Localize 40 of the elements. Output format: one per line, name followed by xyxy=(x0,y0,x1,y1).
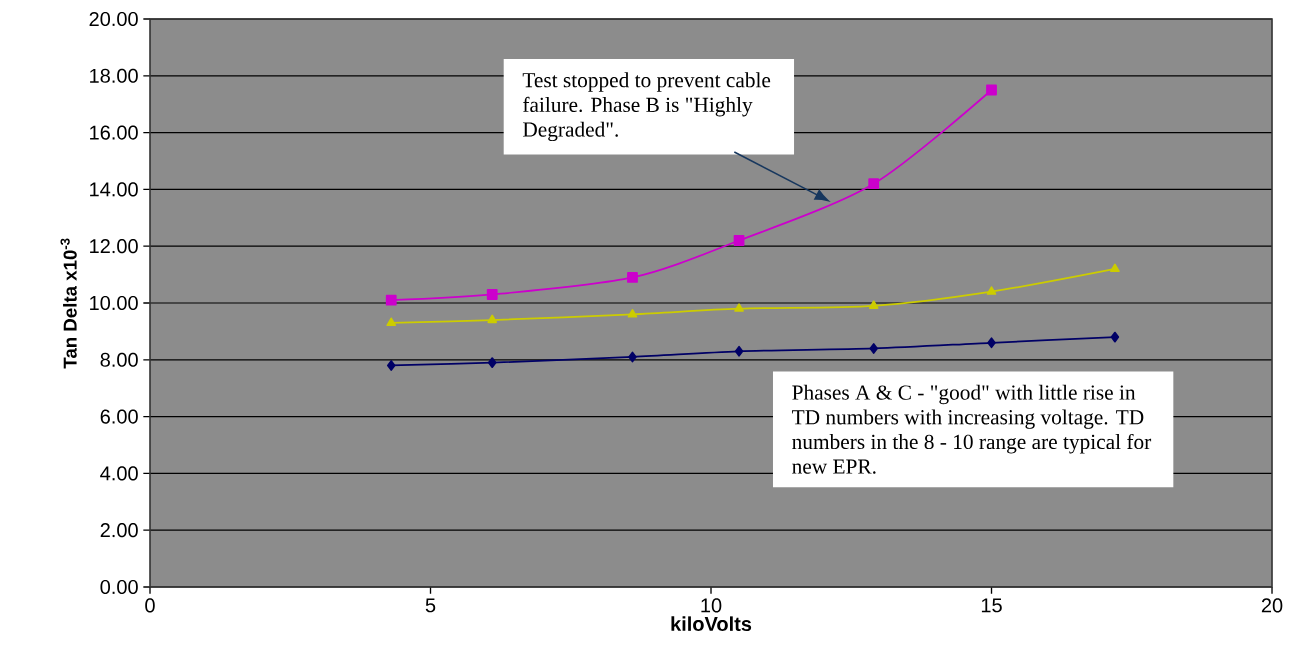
y-tick-label: 16.00 xyxy=(90,125,138,140)
point xyxy=(385,294,397,306)
point xyxy=(1110,263,1120,273)
point xyxy=(628,351,637,363)
y-tick-label: 4.00 xyxy=(100,466,138,481)
x-tick-label: 5 xyxy=(425,598,436,613)
x-axis-title: kiloVolts xyxy=(671,616,752,632)
point xyxy=(986,84,997,96)
x-tick-label: 15 xyxy=(981,598,1002,613)
y-tick-label: 20.00 xyxy=(89,11,138,27)
x-tick-label: 0 xyxy=(145,598,155,613)
point xyxy=(486,289,498,300)
x-tick-label: 10 xyxy=(701,598,722,613)
point xyxy=(869,343,878,354)
point xyxy=(734,345,744,357)
y-tick-label: 0.00 xyxy=(100,579,138,595)
y-tick-label: 18.00 xyxy=(90,68,138,83)
y-tick-label: 2.00 xyxy=(100,523,138,538)
point xyxy=(734,303,744,312)
point xyxy=(868,178,880,190)
point xyxy=(986,286,997,295)
point xyxy=(627,308,638,318)
point xyxy=(1110,331,1120,343)
point xyxy=(987,337,996,349)
y-tick-label: 10.00 xyxy=(90,295,138,311)
point xyxy=(868,300,879,309)
annotation: Phases A & C - "good" with little rise in TD numbers with increasing voltage. TD numbers in the 8 - 10 range are typical for new EPR. xyxy=(792,384,1152,474)
y-axis-title: Tan Delta x10$^{-3}$ xyxy=(60,238,77,369)
annotation: Test stopped to prevent cable failure. Phase B is "Highly Degraded". xyxy=(522,72,771,142)
y-tick-label: 12.00 xyxy=(90,239,138,254)
x-tick-label: 20 xyxy=(1261,598,1283,613)
y-tick-label: 14.00 xyxy=(90,182,138,197)
y-tick-label: 6.00 xyxy=(100,409,138,424)
point xyxy=(733,235,745,246)
point xyxy=(627,272,638,283)
point xyxy=(487,314,498,324)
point xyxy=(487,357,497,369)
y-tick-label: 8.00 xyxy=(100,352,138,367)
point xyxy=(386,317,397,327)
point xyxy=(386,360,396,371)
